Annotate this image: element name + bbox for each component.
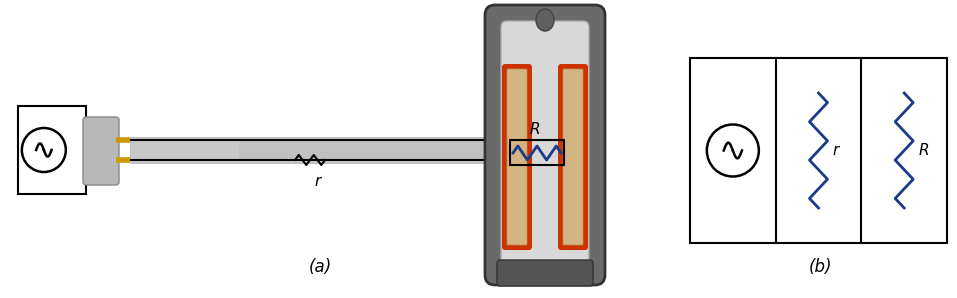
Text: r: r	[315, 174, 322, 189]
FancyBboxPatch shape	[501, 21, 589, 269]
Text: R: R	[918, 143, 929, 158]
Bar	[510, 140, 564, 165]
FancyBboxPatch shape	[83, 117, 119, 185]
FancyBboxPatch shape	[563, 69, 583, 245]
Bar	[18, 106, 86, 194]
Bar	[690, 58, 947, 243]
Text: (a): (a)	[308, 258, 332, 276]
Bar	[239, 140, 493, 160]
Text: r: r	[833, 143, 838, 158]
Text: (b): (b)	[809, 258, 832, 276]
FancyBboxPatch shape	[497, 260, 593, 286]
Ellipse shape	[536, 9, 554, 31]
Bar	[130, 137, 493, 163]
FancyBboxPatch shape	[485, 5, 605, 285]
FancyBboxPatch shape	[507, 69, 527, 245]
FancyBboxPatch shape	[502, 64, 532, 250]
FancyBboxPatch shape	[558, 64, 588, 250]
Text: R: R	[529, 122, 541, 137]
